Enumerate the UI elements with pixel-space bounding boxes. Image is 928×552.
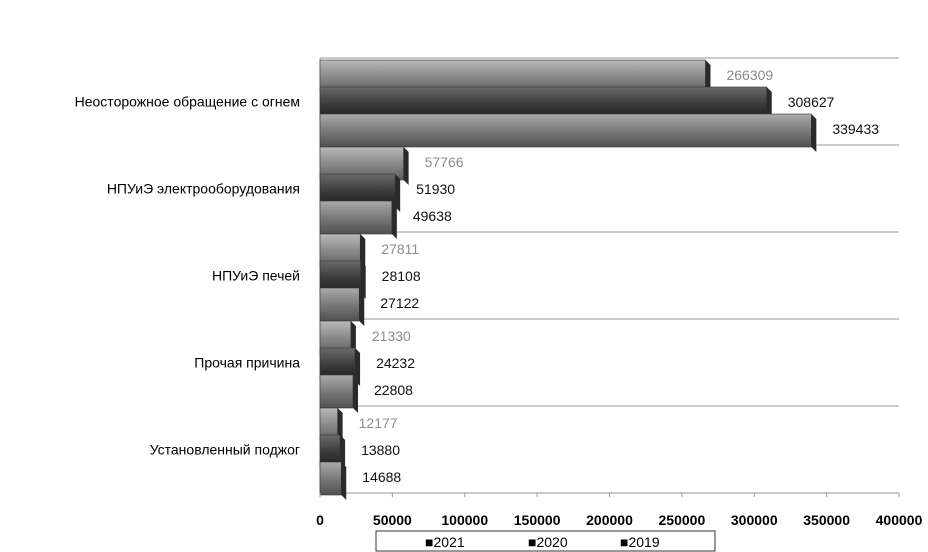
x-tick-label: 200000 xyxy=(586,512,633,528)
bar-2019 xyxy=(319,461,342,496)
category-label: Неосторожное обращение с огнем xyxy=(75,94,300,110)
bar-side-2019 xyxy=(811,114,817,152)
value-label-2020: 28108 xyxy=(382,268,421,284)
bar-side-2019 xyxy=(341,462,347,500)
value-label-2019: 49638 xyxy=(413,208,452,224)
bars-group xyxy=(319,59,817,500)
value-label-2019: 14688 xyxy=(362,469,401,485)
x-tick-label: 350000 xyxy=(803,512,850,528)
x-tick-label: 150000 xyxy=(514,512,561,528)
x-tick-label: 400000 xyxy=(876,512,923,528)
x-tick-label: 100000 xyxy=(441,512,488,528)
category-label: НПУиЭ печей xyxy=(212,268,300,284)
value-label-2019: 22808 xyxy=(374,382,413,398)
bar-2019 xyxy=(319,200,393,235)
legend-item-2019: ■2019 xyxy=(620,534,660,550)
x-tick-label: 250000 xyxy=(659,512,706,528)
bar-2019 xyxy=(319,287,360,322)
value-label-2020: 24232 xyxy=(376,355,415,371)
bar-2019 xyxy=(319,374,354,409)
legend-item-2020: ■2020 xyxy=(528,534,568,550)
bar-side-2020 xyxy=(395,174,401,212)
value-label-2021: 21330 xyxy=(372,328,411,344)
bar-2019 xyxy=(319,113,812,148)
x-tick-label: 0 xyxy=(316,512,324,528)
bar-side-2020 xyxy=(355,348,361,386)
value-label-2021: 57766 xyxy=(425,154,464,170)
category-labels: Неосторожное обращение с огнем НПУиЭ элек… xyxy=(75,94,301,458)
bar-side-2019 xyxy=(359,288,365,326)
value-label-2020: 308627 xyxy=(788,94,835,110)
value-label-2021: 12177 xyxy=(359,415,398,431)
x-tick-label: 300000 xyxy=(731,512,778,528)
value-label-2019: 339433 xyxy=(832,121,879,137)
value-label-2021: 266309 xyxy=(726,67,773,83)
x-tick-label: 50000 xyxy=(373,512,412,528)
category-label: НПУиЭ электрооборудования xyxy=(107,181,300,197)
legend: ■2021 ■2020 ■2019 xyxy=(375,530,716,552)
value-label-2020: 51930 xyxy=(416,181,455,197)
value-label-2020: 13880 xyxy=(361,442,400,458)
value-label-2021: 27811 xyxy=(381,241,419,257)
value-label-2019: 27122 xyxy=(380,295,419,311)
legend-box xyxy=(375,530,716,552)
bar-side-2019 xyxy=(391,201,397,239)
bar-side-2021 xyxy=(403,147,409,185)
legend-item-2021: ■2021 xyxy=(425,534,465,550)
x-axis-ticks: 0 50000 100000 150000 200000 250000 300000 3500… xyxy=(316,493,923,528)
category-label: Установленный поджог xyxy=(150,442,300,458)
value-labels: 266309 308627 339433 57766 51930 49638 27811 28… xyxy=(359,67,880,485)
category-label: Прочая причина xyxy=(194,355,300,371)
bar-side-2020 xyxy=(360,261,366,299)
bar-side-2019 xyxy=(353,375,359,413)
